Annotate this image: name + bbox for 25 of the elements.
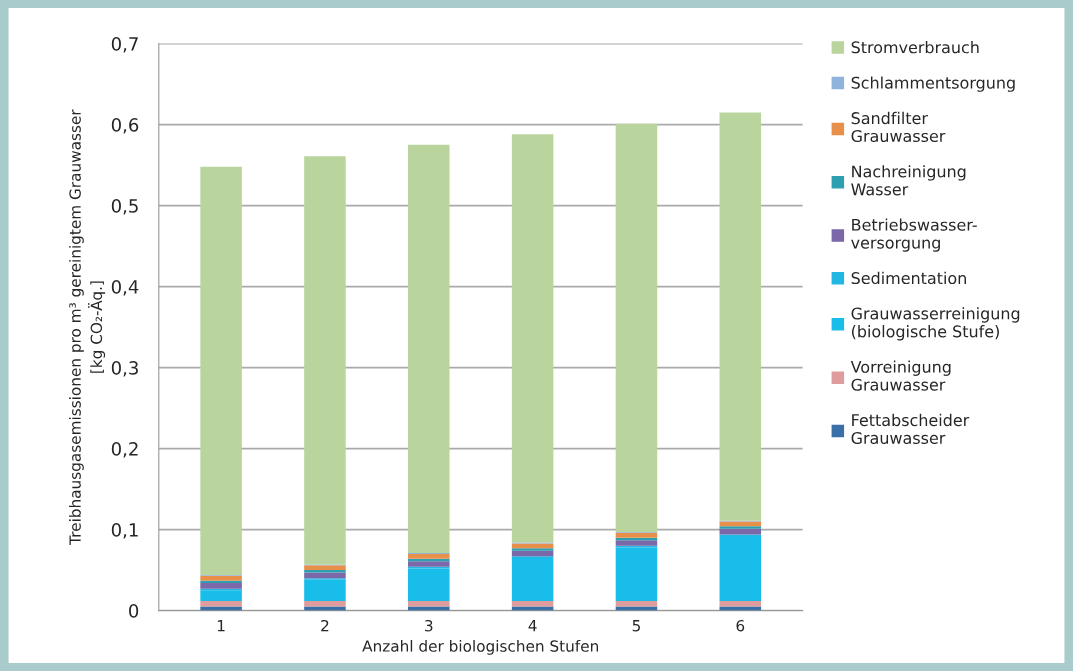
legend-label: Vorreinigung Grauwasser (850, 360, 951, 391)
legend-label: Grauwasserreinigung (biologische Stufe) (851, 307, 1020, 341)
y-tick-label: 0,7 (111, 37, 138, 53)
x-tick-label: 4 (528, 620, 537, 632)
legend-label: Sandfilter Grauwasser (851, 111, 946, 143)
x-tick-label: 6 (736, 619, 745, 632)
y-tick-label: 0,6 (111, 118, 139, 134)
y-tick-label: 0,4 (111, 280, 139, 296)
y-tick-label: 0,3 (111, 361, 138, 377)
x-axis-title: Anzahl der biologischen Stufen (362, 639, 598, 655)
x-tick-label: 3 (425, 619, 433, 632)
legend-label: Fettabscheider Grauwasser (851, 413, 970, 445)
legend-label: Schlammentsorgung (851, 76, 1015, 92)
legend-label: Nachreinigung Wasser (851, 165, 966, 196)
legend-label: Betriebswasser- versorgung (851, 218, 977, 252)
x-tick-label: 1 (217, 620, 225, 632)
y-tick-label: 0 (129, 604, 139, 618)
y-axis-title: Treibhausgasemissionen pro m³ gereinigtem Grauwasser [kg CO₂-Äq.] (69, 109, 106, 545)
y-tick-label: 0,1 (111, 523, 138, 539)
x-tick-label: 5 (632, 620, 640, 632)
legend-label: Stromverbrauch (851, 40, 979, 54)
y-tick-label: 0,5 (111, 199, 138, 215)
legend-label: Sedimentation (851, 271, 966, 285)
y-tick-label: 0,2 (111, 442, 138, 458)
x-tick-label: 2 (321, 619, 329, 632)
